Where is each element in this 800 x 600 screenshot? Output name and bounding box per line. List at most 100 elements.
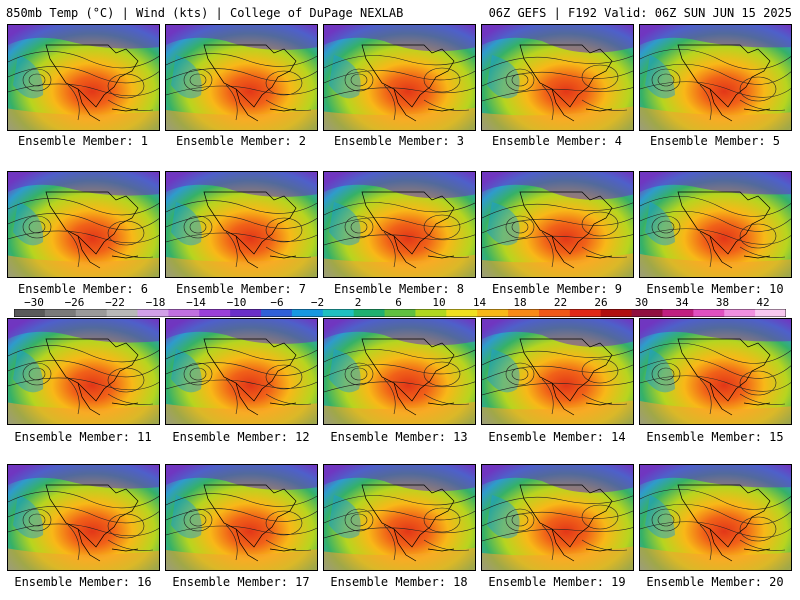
temperature-map bbox=[166, 25, 317, 130]
temperature-map bbox=[8, 25, 159, 130]
colorbar-swatch bbox=[261, 309, 293, 317]
colorbar-swatch bbox=[755, 309, 786, 317]
temperature-colorbar bbox=[14, 309, 786, 317]
temperature-map bbox=[482, 25, 633, 130]
temperature-map bbox=[324, 319, 475, 424]
ensemble-member-label: Ensemble Member: 11 bbox=[14, 430, 152, 444]
colorbar-swatch bbox=[384, 309, 416, 317]
ensemble-member-label: Ensemble Member: 8 bbox=[333, 282, 465, 296]
ensemble-member-label: Ensemble Member: 6 bbox=[17, 282, 149, 296]
temperature-map bbox=[166, 319, 317, 424]
ensemble-map-panel bbox=[481, 318, 634, 425]
colorbar-tick-label: −2 bbox=[310, 296, 325, 309]
colorbar-tick-label: 6 bbox=[395, 296, 402, 309]
ensemble-map-panel bbox=[165, 318, 318, 425]
ensemble-map-panel bbox=[639, 464, 792, 571]
ensemble-map-panel bbox=[7, 464, 160, 571]
ensemble-map-panel bbox=[323, 464, 476, 571]
ensemble-member-label: Ensemble Member: 10 bbox=[646, 282, 784, 296]
colorbar-swatch bbox=[44, 309, 77, 317]
ensemble-map-panel bbox=[323, 318, 476, 425]
ensemble-map-panel bbox=[639, 24, 792, 131]
temperature-map bbox=[640, 172, 791, 277]
ensemble-map-panel bbox=[165, 24, 318, 131]
ensemble-map-panel bbox=[481, 171, 634, 278]
ensemble-member-label: Ensemble Member: 16 bbox=[14, 575, 152, 589]
ensemble-map-panel bbox=[7, 171, 160, 278]
ensemble-member-label: Ensemble Member: 20 bbox=[646, 575, 784, 589]
colorbar-swatch bbox=[415, 309, 447, 317]
colorbar-swatch bbox=[291, 309, 324, 317]
ensemble-map-panel bbox=[7, 24, 160, 131]
colorbar-tick-label: −18 bbox=[145, 296, 166, 309]
colorbar-swatch bbox=[322, 309, 355, 317]
temperature-map bbox=[640, 319, 791, 424]
colorbar-labels: −30 −26 −22 −18 −14 −10 −6 −2 2 6 10 14 18 22 26 30 34 38… bbox=[0, 296, 800, 309]
colorbar-swatch bbox=[631, 309, 663, 317]
ensemble-map-panel bbox=[323, 171, 476, 278]
colorbar-swatch bbox=[14, 309, 46, 317]
ensemble-member-label: Ensemble Member: 4 bbox=[491, 134, 623, 148]
colorbar-tick-label: 30 bbox=[634, 296, 649, 309]
ensemble-member-label: Ensemble Member: 7 bbox=[175, 282, 307, 296]
ensemble-map-panel bbox=[323, 24, 476, 131]
ensemble-map-panel bbox=[639, 318, 792, 425]
colorbar-swatch bbox=[353, 309, 386, 317]
ensemble-map-panel bbox=[481, 464, 634, 571]
colorbar-swatch bbox=[477, 309, 509, 317]
temperature-map bbox=[640, 465, 791, 570]
temperature-map bbox=[8, 465, 159, 570]
colorbar-swatch bbox=[106, 309, 139, 317]
colorbar-tick-label: −10 bbox=[226, 296, 247, 309]
colorbar-tick-label: 34 bbox=[675, 296, 689, 309]
colorbar-swatch bbox=[75, 309, 108, 317]
colorbar-tick-label: −30 bbox=[24, 296, 44, 309]
ensemble-member-label: Ensemble Member: 13 bbox=[330, 430, 468, 444]
ensemble-member-label: Ensemble Member: 1 bbox=[17, 134, 149, 148]
colorbar-swatch bbox=[230, 309, 262, 317]
temperature-map bbox=[8, 172, 159, 277]
ensemble-member-label: Ensemble Member: 17 bbox=[172, 575, 310, 589]
colorbar-tick-label: 42 bbox=[756, 296, 770, 309]
colorbar-swatch bbox=[508, 309, 540, 317]
colorbar-tick-label: −6 bbox=[270, 296, 284, 309]
ensemble-member-label: Ensemble Member: 18 bbox=[330, 575, 468, 589]
ensemble-member-label: Ensemble Member: 9 bbox=[491, 282, 623, 296]
colorbar-swatch bbox=[538, 309, 571, 317]
colorbar-swatch bbox=[569, 309, 602, 317]
ensemble-member-label: Ensemble Member: 3 bbox=[333, 134, 465, 148]
ensemble-member-label: Ensemble Member: 2 bbox=[175, 134, 307, 148]
colorbar-swatch bbox=[662, 309, 694, 317]
ensemble-member-label: Ensemble Member: 15 bbox=[646, 430, 784, 444]
colorbar-swatch bbox=[600, 309, 633, 317]
colorbar-tick-label: −26 bbox=[64, 296, 85, 309]
temperature-map bbox=[166, 172, 317, 277]
colorbar-tick-label: −22 bbox=[105, 296, 125, 309]
colorbar-tick-label: 18 bbox=[513, 296, 527, 309]
colorbar-tick-label: −14 bbox=[186, 296, 206, 309]
colorbar-swatch bbox=[693, 309, 725, 317]
ensemble-map-panel bbox=[165, 171, 318, 278]
temperature-map bbox=[324, 172, 475, 277]
model-run-info: 06Z GEFS | F192 Valid: 06Z SUN JUN 15 20… bbox=[488, 6, 792, 20]
colorbar-tick-label: 38 bbox=[715, 296, 730, 309]
temperature-map bbox=[324, 465, 475, 570]
colorbar-swatch bbox=[199, 309, 231, 317]
temperature-map bbox=[166, 465, 317, 570]
ensemble-member-label: Ensemble Member: 19 bbox=[488, 575, 626, 589]
temperature-map bbox=[8, 319, 159, 424]
colorbar-swatch bbox=[137, 309, 169, 317]
temperature-map bbox=[482, 465, 633, 570]
temperature-map bbox=[640, 25, 791, 130]
colorbar-tick-label: 2 bbox=[354, 296, 362, 309]
temperature-map bbox=[324, 25, 475, 130]
temperature-map bbox=[482, 172, 633, 277]
temperature-map bbox=[482, 319, 633, 424]
ensemble-map-panel bbox=[165, 464, 318, 571]
ensemble-map-panel bbox=[639, 171, 792, 278]
colorbar-tick-label: 10 bbox=[432, 296, 446, 309]
colorbar-tick-label: 22 bbox=[553, 296, 568, 309]
ensemble-map-panel bbox=[7, 318, 160, 425]
ensemble-map-panel bbox=[481, 24, 634, 131]
ensemble-member-label: Ensemble Member: 5 bbox=[649, 134, 781, 148]
